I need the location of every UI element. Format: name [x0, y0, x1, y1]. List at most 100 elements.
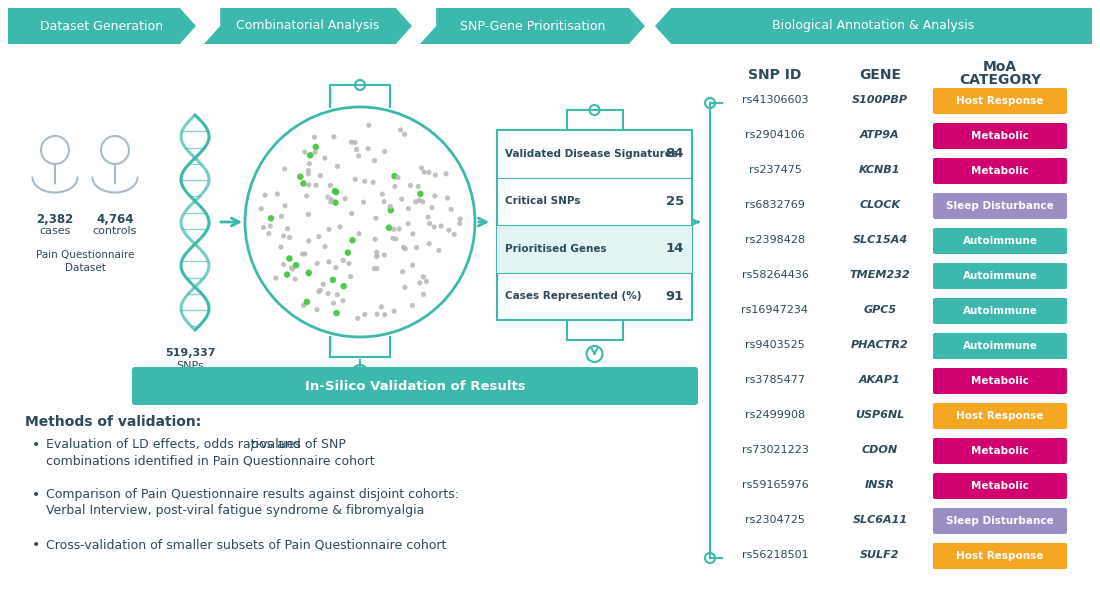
- Text: Verbal Interview, post-viral fatigue syndrome & fibromyalgia: Verbal Interview, post-viral fatigue syn…: [46, 504, 425, 517]
- Point: [253, 204, 271, 213]
- Point: [419, 213, 437, 222]
- Text: CLOCK: CLOCK: [859, 200, 901, 210]
- Point: [404, 301, 421, 310]
- Point: [300, 180, 318, 190]
- FancyBboxPatch shape: [933, 123, 1067, 149]
- Text: p: p: [250, 438, 257, 451]
- Point: [395, 243, 412, 252]
- Text: Pain Questionnaire: Pain Questionnaire: [36, 250, 134, 260]
- Text: Validated Disease Signatures: Validated Disease Signatures: [505, 149, 678, 159]
- Point: [278, 270, 296, 279]
- Point: [366, 234, 384, 244]
- Text: KCNB1: KCNB1: [859, 165, 901, 175]
- FancyBboxPatch shape: [933, 368, 1067, 394]
- Point: [300, 236, 318, 246]
- Point: [334, 296, 352, 305]
- Point: [382, 202, 399, 211]
- Text: •: •: [32, 438, 41, 452]
- Point: [322, 197, 340, 207]
- Point: [438, 169, 455, 178]
- Text: S100PBP: S100PBP: [852, 95, 907, 105]
- Point: [365, 156, 383, 166]
- Text: 84: 84: [666, 147, 684, 160]
- Point: [427, 170, 444, 180]
- Point: [322, 195, 340, 204]
- Text: Biological Annotation & Analysis: Biological Annotation & Analysis: [772, 19, 975, 32]
- Text: rs2499908: rs2499908: [745, 410, 805, 420]
- Point: [373, 302, 390, 312]
- Point: [356, 177, 374, 186]
- Text: GPC5: GPC5: [864, 305, 896, 315]
- Point: [420, 239, 438, 249]
- Point: [386, 182, 404, 191]
- Text: •: •: [32, 538, 41, 552]
- Text: Cross-validation of smaller subsets of Pain Questionnaire cohort: Cross-validation of smaller subsets of P…: [46, 538, 447, 551]
- Point: [412, 163, 430, 173]
- Point: [299, 169, 317, 178]
- Point: [367, 247, 385, 257]
- Text: Metabolic: Metabolic: [971, 166, 1028, 176]
- Point: [386, 171, 404, 181]
- Polygon shape: [420, 8, 645, 44]
- Text: CATEGORY: CATEGORY: [959, 73, 1042, 87]
- Point: [324, 132, 342, 141]
- Point: [356, 310, 374, 319]
- Point: [343, 137, 361, 147]
- Point: [339, 248, 356, 257]
- Point: [296, 147, 314, 157]
- Point: [360, 144, 377, 153]
- Point: [409, 181, 427, 191]
- Point: [387, 234, 405, 244]
- Text: rs237475: rs237475: [749, 165, 802, 175]
- Point: [256, 190, 274, 200]
- Point: [375, 250, 393, 260]
- Point: [287, 260, 305, 270]
- Point: [300, 269, 318, 279]
- Point: [321, 181, 339, 190]
- Point: [276, 164, 294, 174]
- Point: [368, 252, 386, 261]
- Point: [299, 166, 317, 175]
- Bar: [497, 130, 692, 320]
- Point: [410, 196, 428, 205]
- Text: 25: 25: [666, 195, 684, 208]
- Point: [280, 254, 298, 263]
- Text: Metabolic: Metabolic: [971, 481, 1028, 491]
- Point: [421, 219, 439, 228]
- Point: [329, 290, 346, 299]
- Point: [326, 187, 343, 196]
- Point: [298, 297, 316, 307]
- Point: [407, 197, 425, 207]
- Text: Sleep Disturbance: Sleep Disturbance: [946, 516, 1054, 526]
- Point: [294, 249, 311, 259]
- Point: [367, 252, 385, 261]
- Text: SNPs: SNPs: [176, 361, 204, 371]
- Point: [404, 260, 421, 270]
- Text: GENE: GENE: [859, 68, 901, 82]
- Text: rs9403525: rs9403525: [745, 340, 805, 350]
- Text: Methods of validation:: Methods of validation:: [25, 415, 201, 429]
- Point: [376, 310, 394, 319]
- Point: [307, 143, 324, 152]
- Text: cases: cases: [40, 226, 70, 236]
- Point: [275, 260, 293, 269]
- Point: [298, 191, 316, 201]
- Point: [324, 299, 342, 308]
- Point: [349, 314, 366, 323]
- Point: [408, 243, 426, 252]
- Text: Cases Represented (%): Cases Represented (%): [505, 291, 641, 301]
- Point: [430, 246, 448, 255]
- Point: [283, 263, 300, 273]
- Point: [310, 287, 328, 296]
- Text: 14: 14: [666, 242, 684, 255]
- Text: rs58264436: rs58264436: [741, 270, 808, 280]
- Point: [324, 275, 342, 284]
- FancyBboxPatch shape: [933, 193, 1067, 219]
- Text: In-Silico Validation of Results: In-Silico Validation of Results: [305, 379, 526, 392]
- Text: rs2304725: rs2304725: [745, 515, 805, 525]
- Point: [292, 172, 309, 181]
- Point: [365, 264, 383, 273]
- Point: [375, 197, 393, 206]
- Point: [262, 214, 279, 223]
- Text: 4,764: 4,764: [97, 213, 134, 226]
